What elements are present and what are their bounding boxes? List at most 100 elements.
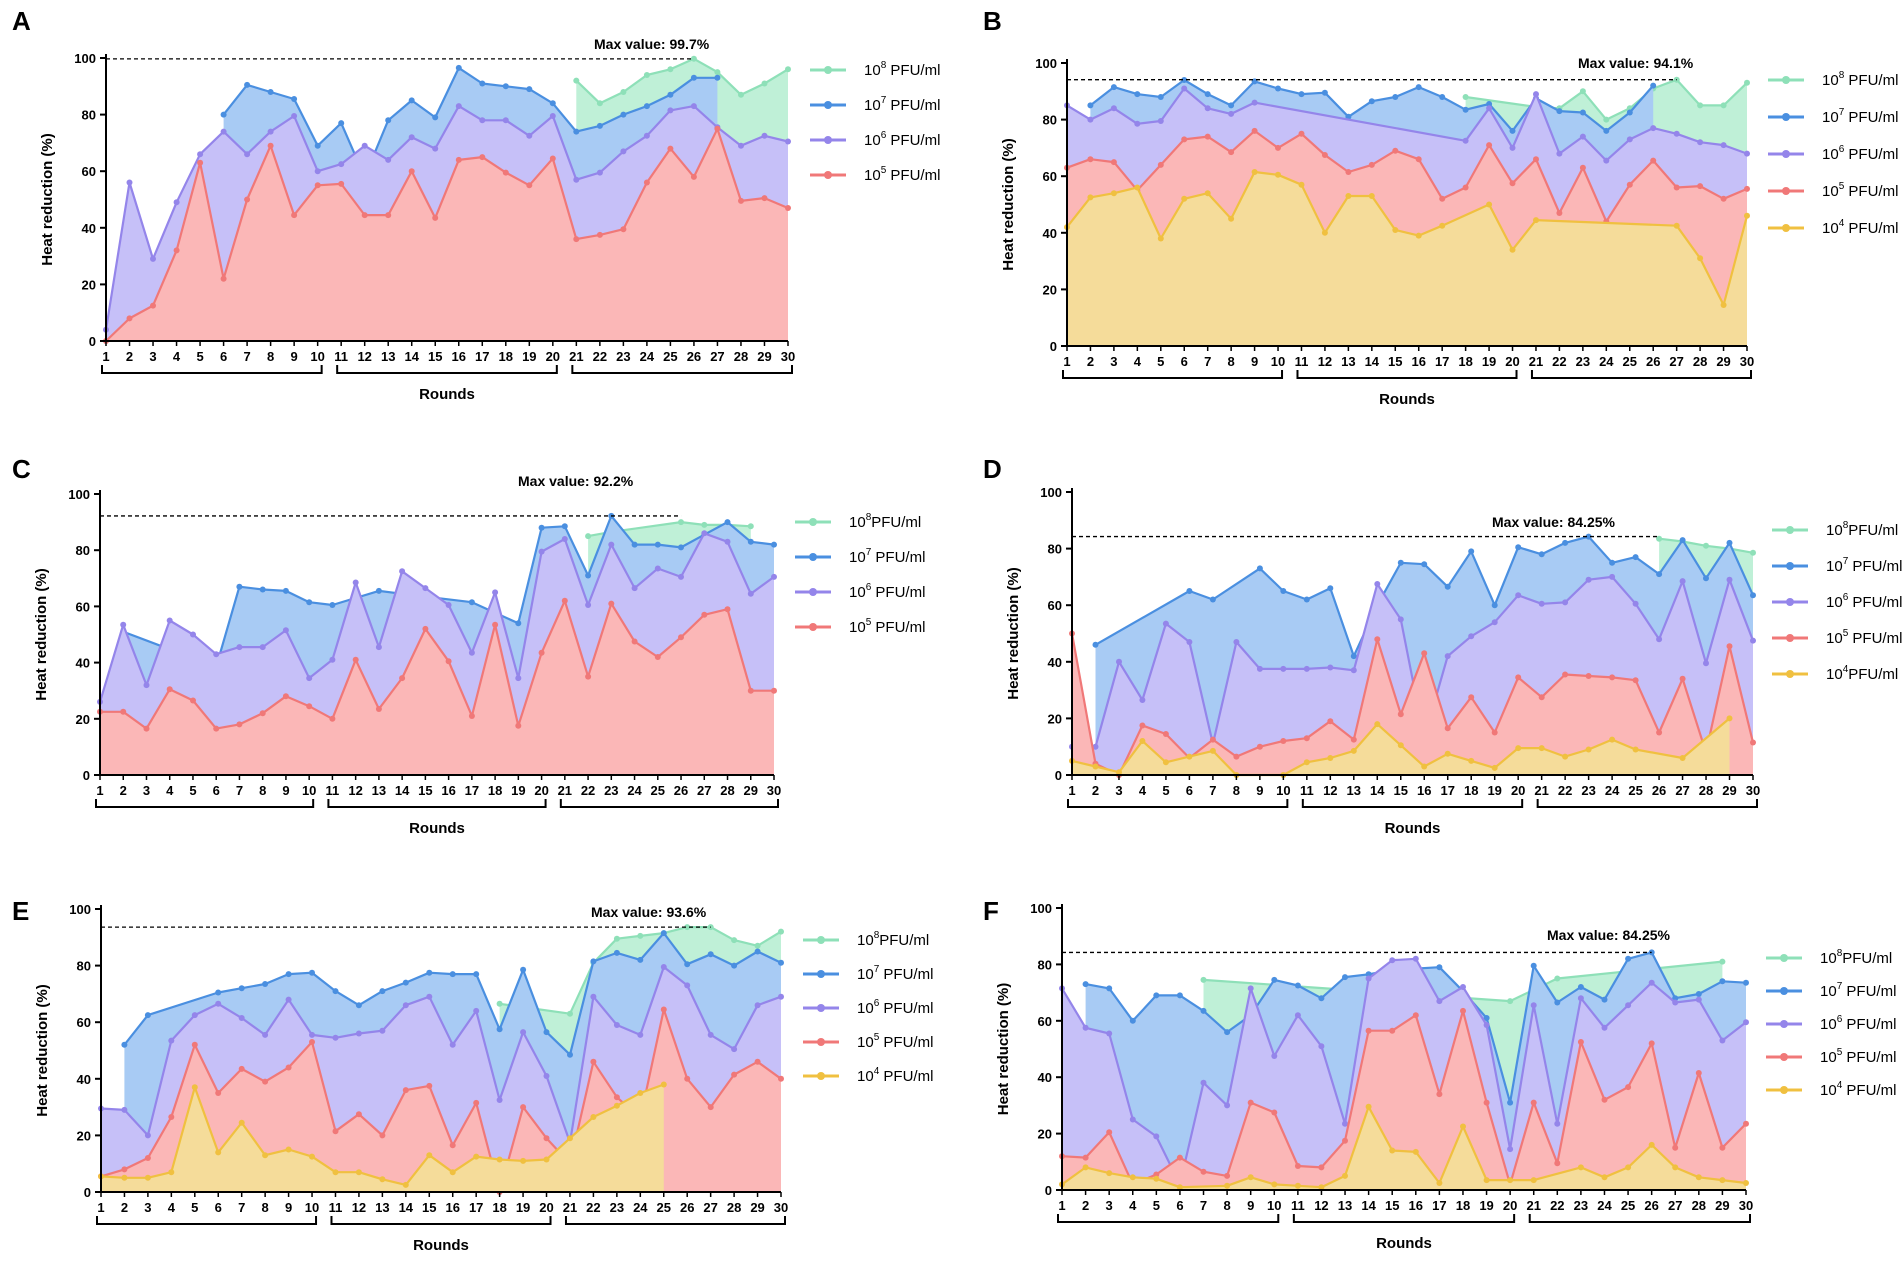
- round-group-bracket: [1292, 1214, 1516, 1223]
- data-point-1e5: [1515, 674, 1522, 681]
- data-point-1e8: [1656, 535, 1663, 542]
- data-point-1e4: [1298, 181, 1305, 188]
- data-point-1e4: [1577, 1164, 1584, 1171]
- data-point-1e4: [1609, 736, 1616, 743]
- data-point-1e4: [1672, 1164, 1679, 1171]
- legend-label: 107 PFU/ml: [1822, 107, 1898, 126]
- data-point-1e5: [1743, 1120, 1749, 1127]
- data-point-1e5: [449, 1142, 456, 1149]
- x-tick-label: 15: [1394, 783, 1408, 798]
- data-point-1e4: [590, 1114, 597, 1120]
- data-point-1e6: [526, 132, 533, 139]
- data-point-1e7: [1483, 1015, 1490, 1021]
- x-tick-label: 14: [1370, 783, 1385, 798]
- data-point-1e6: [1181, 85, 1188, 92]
- data-point-1e5: [445, 658, 452, 665]
- data-point-1e7: [684, 961, 691, 968]
- legend-item-1e7: 107 PFU/ml: [1766, 981, 1896, 1000]
- x-tick-label: 14: [395, 783, 410, 798]
- data-point-1e5: [1162, 731, 1169, 737]
- data-point-1e5: [1462, 184, 1469, 191]
- legend-item-1e5: 105 PFU/ml: [1768, 181, 1898, 200]
- data-point-1e4: [613, 1102, 620, 1109]
- legend-swatch-marker: [824, 66, 832, 74]
- data-point-1e5: [690, 173, 697, 180]
- data-point-1e7: [1129, 1017, 1136, 1024]
- data-point-1e7: [121, 1041, 128, 1048]
- data-point-1e7: [402, 979, 409, 986]
- data-point-1e7: [1200, 1007, 1207, 1014]
- legend-swatch-marker: [824, 136, 832, 144]
- data-point-1e7: [338, 120, 345, 127]
- x-tick-label: 24: [1597, 1198, 1612, 1213]
- round-group-bracket: [327, 799, 547, 808]
- data-point-1e5: [375, 706, 382, 712]
- data-point-1e8: [637, 932, 644, 939]
- data-point-1e5: [1345, 169, 1352, 175]
- data-point-1e6: [707, 1031, 714, 1038]
- data-point-1e8: [684, 924, 691, 931]
- x-tick-label: 15: [422, 1200, 436, 1215]
- data-point-1e4: [121, 1174, 128, 1181]
- series-line-1e5: [100, 599, 774, 730]
- data-point-1e7: [1153, 992, 1160, 999]
- legend-swatch-marker: [1780, 954, 1788, 962]
- x-tick-label: 29: [1716, 354, 1730, 369]
- data-point-1e4: [1491, 764, 1498, 771]
- data-point-1e6: [520, 1029, 527, 1036]
- data-point-1e8: [678, 519, 684, 526]
- legend-label: 105 PFU/ml: [849, 617, 925, 636]
- data-point-1e7: [637, 956, 644, 963]
- data-point-1e6: [1303, 665, 1310, 672]
- data-point-1e5: [173, 247, 180, 254]
- data-point-1e4: [1321, 229, 1328, 236]
- x-tick-label: 10: [305, 1200, 319, 1215]
- x-tick-label: 13: [381, 349, 395, 364]
- data-point-1e6: [1389, 957, 1396, 964]
- data-point-1e6: [1533, 91, 1539, 98]
- data-point-1e6: [332, 1034, 339, 1041]
- x-tick-label: 6: [1176, 1198, 1183, 1213]
- data-point-1e6: [1087, 116, 1094, 123]
- x-tick-label: 4: [173, 349, 181, 364]
- data-point-1e6: [1153, 1133, 1160, 1140]
- data-point-1e8: [731, 937, 738, 944]
- data-point-1e7: [291, 96, 298, 102]
- x-tick-label: 25: [1621, 1198, 1635, 1213]
- round-group-bracket: [330, 1216, 552, 1225]
- legend-item-1e6: 106 PFU/ml: [803, 998, 933, 1017]
- data-point-1e5: [238, 1065, 245, 1072]
- data-point-1e5: [761, 195, 768, 202]
- data-point-1e7: [1186, 588, 1193, 594]
- x-tick-label: 25: [651, 783, 665, 798]
- y-axis-title: Heat reduction (%): [1005, 567, 1022, 700]
- data-point-1e4: [1509, 246, 1516, 253]
- data-point-1e7: [714, 74, 721, 81]
- data-point-1e6: [385, 156, 392, 163]
- x-tick-label: 20: [534, 783, 548, 798]
- y-tick-label: 100: [1030, 901, 1052, 916]
- series-1e5: [103, 125, 791, 344]
- x-tick-label: 26: [680, 1200, 694, 1215]
- data-point-1e7: [731, 962, 738, 969]
- data-point-1e4: [567, 1135, 573, 1142]
- round-group-bracket: [1528, 1214, 1751, 1223]
- x-tick-label: 24: [1599, 354, 1614, 369]
- data-point-1e5: [422, 625, 429, 632]
- data-point-1e7: [1585, 533, 1592, 540]
- data-point-1e5: [1256, 743, 1263, 750]
- x-axis-title: Rounds: [413, 1237, 469, 1254]
- data-point-1e4: [1350, 747, 1357, 754]
- x-tick-label: 13: [1341, 354, 1355, 369]
- data-point-1e6: [738, 142, 744, 149]
- x-tick-label: 28: [1693, 354, 1707, 369]
- legend-item-1e5: 105 PFU/ml: [1766, 1047, 1896, 1066]
- data-point-1e4: [1538, 745, 1545, 752]
- data-point-1e5: [714, 125, 721, 132]
- series-line-1e7: [222, 66, 718, 178]
- data-point-1e6: [1233, 639, 1240, 645]
- y-tick-label: 20: [1038, 1127, 1052, 1142]
- legend-swatch-marker: [1782, 187, 1790, 195]
- x-tick-label: 22: [581, 783, 595, 798]
- max-value-label: Max value: 93.6%: [591, 904, 707, 920]
